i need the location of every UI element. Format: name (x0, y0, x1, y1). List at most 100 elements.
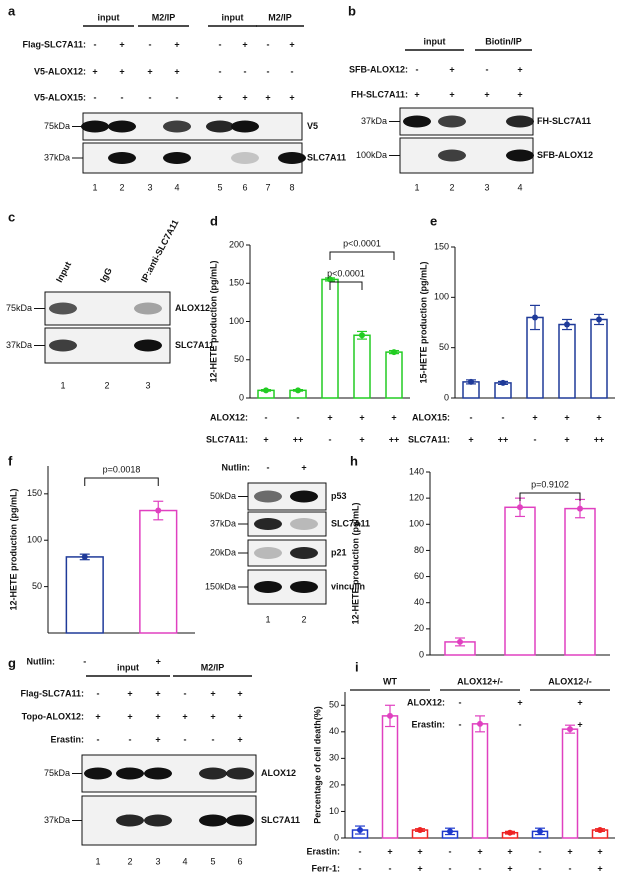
y-tick-label: 100 (434, 292, 449, 302)
bar (564, 507, 596, 656)
band (254, 518, 282, 530)
lane-number: 3 (147, 182, 152, 192)
row-label: Erastin: (50, 734, 84, 744)
band (116, 767, 144, 780)
sign: - (244, 66, 247, 76)
row-label: Topo-ALOX12: (22, 711, 84, 721)
lane-number: 5 (217, 182, 222, 192)
y-tick-label: 100 (409, 519, 424, 529)
sign: - (265, 412, 268, 422)
sign: - (219, 39, 222, 49)
lane-number: 8 (289, 182, 294, 192)
sign: - (184, 734, 187, 744)
y-tick-label: 100 (229, 316, 244, 326)
header-label: Biotin/IP (485, 36, 522, 46)
row-label: FH-SLC7A11: (351, 89, 408, 99)
sign: - (534, 434, 537, 444)
lane-number: 4 (174, 182, 179, 192)
header-label: input (117, 662, 139, 672)
data-point (155, 507, 162, 514)
data-point (391, 349, 397, 356)
band (108, 120, 136, 133)
marker-label: 37kDa (210, 518, 236, 528)
y-tick-label: 150 (27, 488, 42, 498)
sign: + (564, 434, 569, 444)
condition-label: ALOX12: (407, 697, 445, 707)
sign: + (387, 846, 392, 856)
sign: + (210, 688, 215, 698)
data-point (577, 505, 583, 512)
band (438, 149, 466, 162)
y-axis-label: 12-HETE production (pg/mL) (350, 503, 360, 625)
bar (558, 323, 576, 399)
row-label: Flag-SLC7A11: (22, 39, 86, 49)
bar (321, 278, 339, 399)
group-label: ALOX12-/- (548, 676, 592, 686)
panel-letter: i (355, 659, 359, 674)
sign: - (297, 412, 300, 422)
y-tick-label: 20 (329, 779, 339, 789)
marker-label: 37kDa (6, 340, 32, 350)
band (278, 152, 306, 164)
data-point (468, 378, 474, 385)
band (438, 115, 466, 128)
bar (139, 509, 178, 634)
lane-number: 3 (484, 182, 489, 192)
sign: ++ (498, 434, 509, 444)
sign: + (564, 412, 569, 422)
sign: - (459, 697, 462, 707)
sign: ++ (389, 434, 400, 444)
band (49, 339, 77, 352)
lane-number: 2 (449, 182, 454, 192)
y-tick-label: 100 (27, 535, 42, 545)
lane-number: 2 (119, 182, 124, 192)
blot-label: ALOX12 (261, 768, 296, 778)
row-label: V5-ALOX12: (34, 66, 86, 76)
y-tick-label: 40 (329, 726, 339, 736)
row-label: V5-ALOX15: (34, 92, 86, 102)
significance-bracket (519, 492, 581, 501)
sign: + (359, 412, 364, 422)
band (231, 152, 259, 164)
data-point (597, 827, 603, 834)
y-axis-label: 12-HETE production (pg/mL) (8, 489, 18, 611)
lane-number: 2 (301, 614, 306, 624)
sign: - (470, 412, 473, 422)
panel-letter: e (430, 213, 437, 228)
group-label: ALOX12+/- (457, 676, 503, 686)
sign: + (127, 711, 132, 721)
sign: + (577, 719, 582, 729)
row-label: Flag-SLC7A11: (20, 688, 84, 698)
sign: - (149, 39, 152, 49)
band (84, 767, 112, 780)
sign: - (176, 92, 179, 102)
sign: - (459, 719, 462, 729)
sign: + (327, 412, 332, 422)
y-tick-label: 50 (329, 700, 339, 710)
marker-label: 75kDa (44, 768, 70, 778)
band (254, 547, 282, 559)
blot-label: FH-SLC7A11 (537, 116, 591, 126)
y-tick-label: 140 (409, 466, 424, 476)
band (49, 302, 77, 315)
sign: + (596, 412, 601, 422)
sign: - (519, 719, 522, 729)
y-axis-label: Percentage of cell death(%) (312, 706, 322, 824)
sign: - (291, 66, 294, 76)
bar (561, 728, 579, 839)
sign: - (97, 688, 100, 698)
sign: + (359, 434, 364, 444)
data-point (500, 379, 506, 386)
sign: + (391, 412, 396, 422)
y-axis-label: 15-HETE production (pg/mL) (418, 262, 428, 384)
sign: + (597, 846, 602, 856)
row-label: SFB-ALOX12: (349, 64, 408, 74)
y-tick-label: 40 (414, 597, 424, 607)
band (506, 115, 534, 128)
sign: - (267, 39, 270, 49)
marker-label: 75kDa (44, 121, 70, 131)
y-tick-label: 0 (419, 649, 424, 659)
y-tick-label: 0 (239, 392, 244, 402)
lane-number: 1 (95, 856, 100, 866)
